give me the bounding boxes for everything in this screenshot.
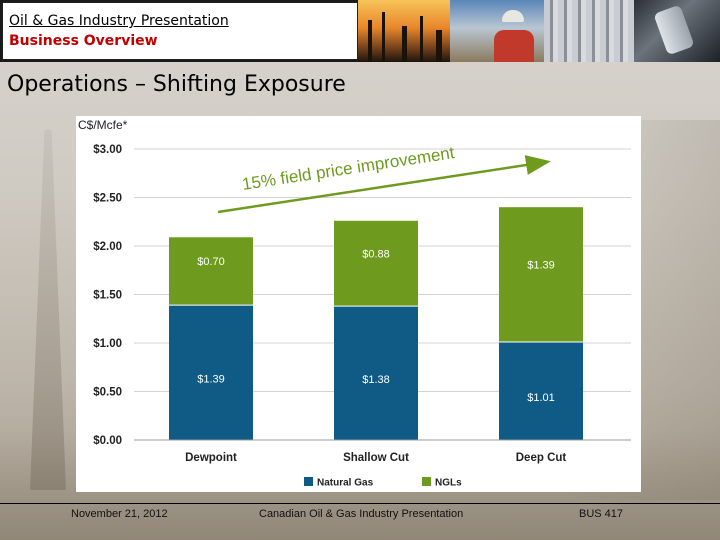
x-tick-label: Dewpoint	[185, 452, 237, 464]
footer-page-code: BUS 417	[579, 508, 623, 520]
y-axis-label: C$/Mcfe*	[78, 118, 128, 132]
header-title: Oil & Gas Industry Presentation	[9, 11, 351, 31]
legend-label: NGLs	[435, 478, 462, 489]
data-label: $1.01	[527, 392, 555, 404]
data-label: $0.88	[362, 248, 390, 260]
y-tick-label: $1.00	[93, 338, 122, 350]
chart-legend: Natural Gas NGLs	[304, 477, 462, 489]
header-photo-pipe-stacks	[544, 0, 634, 62]
y-tick-label: $0.50	[93, 387, 122, 399]
legend-swatch	[422, 477, 431, 486]
y-tick-label: $1.50	[93, 290, 122, 302]
y-tick-label: $0.00	[93, 435, 122, 447]
bar-natural-gas-deep-cut	[499, 342, 583, 440]
data-label: $0.70	[197, 256, 225, 268]
worker-figure	[494, 30, 534, 62]
header-title-box: Oil & Gas Industry Presentation Business…	[2, 2, 358, 60]
chart-annotation: 15% field price improvement	[241, 143, 456, 194]
x-tick-label: Deep Cut	[516, 452, 567, 464]
y-tick-label: $3.00	[93, 144, 122, 156]
footer-divider	[0, 503, 720, 504]
data-label: $1.38	[362, 374, 390, 386]
y-tick-label: $2.00	[93, 241, 122, 253]
y-tick-label: $2.50	[93, 193, 122, 205]
stacked-bar-chart: C$/Mcfe* $0.00 $0.50 $1.00 $1.50 $2.00 $2.50 $…	[76, 116, 641, 492]
footer-presentation-title: Canadian Oil & Gas Industry Presentation	[259, 508, 463, 520]
bar-ngls-deep-cut	[499, 207, 583, 342]
bar-ngls-dewpoint	[169, 237, 253, 305]
x-tick-label: Shallow Cut	[343, 452, 409, 464]
chart-panel: C$/Mcfe* $0.00 $0.50 $1.00 $1.50 $2.00 $2.50 $…	[76, 116, 641, 492]
data-label: $1.39	[197, 374, 225, 386]
header-photo-oil-derricks-sunset	[358, 0, 450, 62]
bar-ngls-shallow-cut	[334, 221, 418, 306]
header-subtitle: Business Overview	[9, 31, 351, 51]
data-label: $1.39	[527, 260, 555, 272]
worker-helmet	[502, 10, 524, 22]
legend-swatch	[304, 477, 313, 486]
footer-date: November 21, 2012	[71, 508, 168, 520]
slide-header: Oil & Gas Industry Presentation Business…	[0, 0, 720, 62]
bar-natural-gas-shallow-cut	[334, 306, 418, 440]
bar-natural-gas-dewpoint	[169, 305, 253, 440]
legend-label: Natural Gas	[317, 478, 374, 489]
slide-title: Operations – Shifting Exposure	[7, 72, 346, 97]
